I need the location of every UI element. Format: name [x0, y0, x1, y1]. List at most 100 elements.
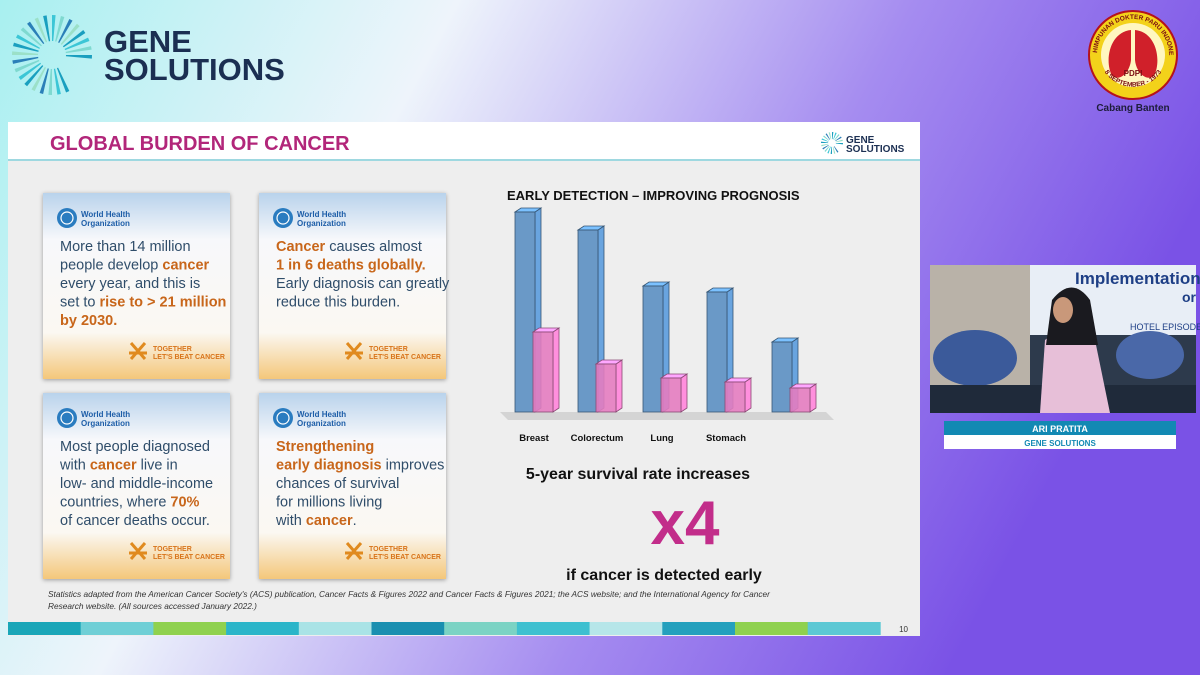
who-name: Organization	[81, 419, 130, 428]
logo-ray	[834, 134, 840, 141]
who-name: Organization	[297, 219, 346, 228]
footnote: Statistics adapted from the American Can…	[48, 589, 771, 599]
who-name: Organization	[297, 419, 346, 428]
slide-logo-text: SOLUTIONS	[846, 144, 905, 155]
x-tick-label: Lung	[650, 433, 673, 444]
survival-tail: if cancer is detected early	[566, 567, 762, 584]
campaign-icon	[129, 342, 147, 360]
logo-ray	[18, 62, 42, 80]
slide-header	[8, 122, 920, 160]
badge-caption: Cabang Banten	[1096, 103, 1169, 114]
logo-ray	[15, 34, 40, 49]
who-emblem	[57, 208, 77, 228]
bar-front	[532, 331, 554, 413]
logo-ray	[832, 146, 836, 154]
logo-ray	[48, 68, 52, 95]
bar-front	[514, 211, 536, 413]
card-text-line: 1 in 6 deaths globally.	[276, 258, 426, 274]
logo-ray	[27, 21, 45, 45]
logo-ray	[31, 67, 46, 92]
bar-side	[744, 377, 752, 413]
footer-stripe	[516, 622, 590, 635]
bar-front	[595, 363, 617, 413]
footer-stripe	[807, 622, 881, 635]
badge-name: PDPI	[1124, 69, 1143, 78]
card-text: early diagnosis	[276, 458, 382, 474]
logo-ray	[34, 17, 48, 43]
card-text-line: countries, where 70%	[60, 495, 200, 511]
card-text-line: every year, and this is	[60, 276, 200, 292]
backdrop-text: Implementation	[1075, 269, 1200, 288]
card-text-line: chances of survival	[276, 476, 399, 492]
footer-stripe	[444, 622, 518, 635]
logo-ray	[12, 51, 39, 55]
card-text: with	[275, 513, 306, 529]
logo-ray	[39, 68, 49, 94]
logo-ray	[62, 30, 86, 48]
speaker-name: ARI PRATITA	[1032, 424, 1088, 434]
card-text-line: for millions living	[276, 495, 382, 511]
card-text: reduce this burden.	[276, 295, 400, 311]
who-name: World Health	[81, 210, 130, 219]
speaker-face	[1053, 297, 1073, 323]
logo-ray	[13, 42, 39, 52]
card-text-line: Cancer causes almost	[276, 239, 422, 255]
card-text-line: low- and middle-income	[60, 476, 213, 492]
card-text-line: by 2030.	[60, 313, 117, 329]
campaign-tag: LET'S BEAT CANCER	[369, 354, 441, 361]
logo-ray	[14, 59, 40, 73]
slide-logo	[821, 132, 843, 154]
who-emblem-inner	[60, 411, 74, 425]
who-name: World Health	[297, 410, 346, 419]
campaign-tag: TOGETHER	[369, 546, 408, 553]
card-text-line: early diagnosis improves	[276, 458, 444, 474]
cushion	[1116, 331, 1184, 379]
slide: GLOBAL BURDEN OF CANCER GENE SOLUTIONS E…	[8, 122, 920, 636]
who-emblem	[273, 408, 293, 428]
card-text: chances of survival	[276, 476, 399, 492]
logo-ray	[835, 136, 842, 142]
card-text-line: of cancer deaths occur.	[60, 513, 210, 529]
who-name: World Health	[81, 410, 130, 419]
card-text: cancer	[162, 258, 209, 274]
footer-stripe	[8, 622, 81, 635]
who-emblem	[57, 408, 77, 428]
logo-ray	[828, 132, 832, 140]
card-text: with	[59, 458, 90, 474]
who-emblem	[273, 208, 293, 228]
bar-front	[642, 285, 664, 413]
campaign-icon	[129, 542, 147, 560]
card-text-line: reduce this burden.	[276, 295, 400, 311]
bar-front	[660, 377, 682, 413]
brand-logo	[12, 15, 92, 95]
who-emblem-inner	[276, 211, 290, 225]
logo-ray	[824, 145, 830, 152]
campaign-tag: LET'S BEAT CANCER	[153, 554, 225, 561]
bar	[659, 373, 689, 413]
card-text-line: set to rise to > 21 million	[60, 295, 226, 311]
card-text-line: with cancer live in	[59, 458, 178, 474]
bar	[788, 383, 818, 413]
footer-stripe	[735, 622, 808, 635]
campaign-icon	[345, 542, 363, 560]
card-text: Cancer	[276, 239, 326, 255]
campaign-tag: TOGETHER	[369, 346, 408, 353]
survival-lead: 5-year survival rate increases	[526, 466, 750, 483]
bar-side	[809, 383, 817, 413]
badge-lungs	[1108, 30, 1158, 78]
logo-ray	[52, 15, 56, 42]
bar-side	[615, 359, 623, 413]
card-text: Early diagnosis can greatly	[276, 276, 450, 292]
speaker-body	[1040, 330, 1110, 413]
slide-title: GLOBAL BURDEN OF CANCER	[50, 133, 350, 155]
footer-stripe	[589, 622, 663, 635]
backdrop-text: or	[1182, 289, 1197, 305]
card-text: every year, and this is	[60, 276, 200, 292]
campaign-tag: LET'S BEAT CANCER	[153, 354, 225, 361]
card-text: low- and middle-income	[60, 476, 213, 492]
survival-factor: x4	[651, 489, 720, 558]
